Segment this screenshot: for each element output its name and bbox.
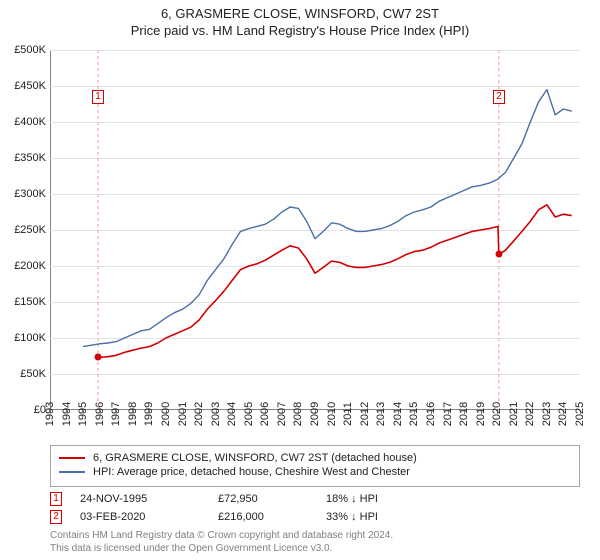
legend-label: HPI: Average price, detached house, Ches… — [93, 466, 410, 478]
legend-label: 6, GRASMERE CLOSE, WINSFORD, CW7 2ST (de… — [93, 452, 417, 464]
sales-row-marker: 2 — [50, 510, 62, 524]
footer-attribution: Contains HM Land Registry data © Crown c… — [50, 530, 393, 555]
y-tick-label: £150K — [4, 296, 46, 308]
chart-subtitle: Price paid vs. HM Land Registry's House … — [0, 23, 600, 38]
sales-row: 2 03-FEB-2020 £216,000 33% ↓ HPI — [50, 508, 446, 526]
sale-marker-box: 1 — [92, 90, 104, 104]
sale-dot — [495, 251, 502, 258]
sales-row-pct: 18% ↓ HPI — [326, 493, 446, 505]
sales-row-date: 03-FEB-2020 — [80, 511, 200, 523]
legend-item: 6, GRASMERE CLOSE, WINSFORD, CW7 2ST (de… — [59, 452, 571, 464]
sales-row-pct: 33% ↓ HPI — [326, 511, 446, 523]
sales-row-price: £216,000 — [218, 511, 308, 523]
footer-line-2: This data is licensed under the Open Gov… — [50, 543, 393, 556]
chart-area: £0£50K£100K£150K£200K£250K£300K£350K£400… — [50, 50, 580, 410]
footer-line-1: Contains HM Land Registry data © Crown c… — [50, 530, 393, 543]
y-tick-label: £0 — [4, 404, 46, 416]
series-line — [98, 205, 572, 358]
chart-title: 6, GRASMERE CLOSE, WINSFORD, CW7 2ST — [0, 6, 600, 21]
sales-row-price: £72,950 — [218, 493, 308, 505]
chart-lines — [50, 50, 580, 410]
sale-marker-box: 2 — [493, 90, 505, 104]
legend-box: 6, GRASMERE CLOSE, WINSFORD, CW7 2ST (de… — [50, 445, 580, 487]
legend-item: HPI: Average price, detached house, Ches… — [59, 466, 571, 478]
sales-row: 1 24-NOV-1995 £72,950 18% ↓ HPI — [50, 490, 446, 508]
y-tick-label: £300K — [4, 188, 46, 200]
sales-row-date: 24-NOV-1995 — [80, 493, 200, 505]
y-tick-label: £350K — [4, 152, 46, 164]
sales-row-marker: 1 — [50, 492, 62, 506]
y-tick-label: £500K — [4, 44, 46, 56]
y-tick-label: £200K — [4, 260, 46, 272]
sales-table: 1 24-NOV-1995 £72,950 18% ↓ HPI 2 03-FEB-2020… — [50, 490, 446, 526]
legend-swatch — [59, 471, 85, 473]
y-tick-label: £50K — [4, 368, 46, 380]
y-tick-label: £400K — [4, 116, 46, 128]
sale-dot — [95, 354, 102, 361]
y-tick-label: £450K — [4, 80, 46, 92]
y-tick-label: £250K — [4, 224, 46, 236]
chart-title-block: 6, GRASMERE CLOSE, WINSFORD, CW7 2ST Pri… — [0, 0, 600, 38]
legend-swatch — [59, 457, 85, 459]
y-tick-label: £100K — [4, 332, 46, 344]
